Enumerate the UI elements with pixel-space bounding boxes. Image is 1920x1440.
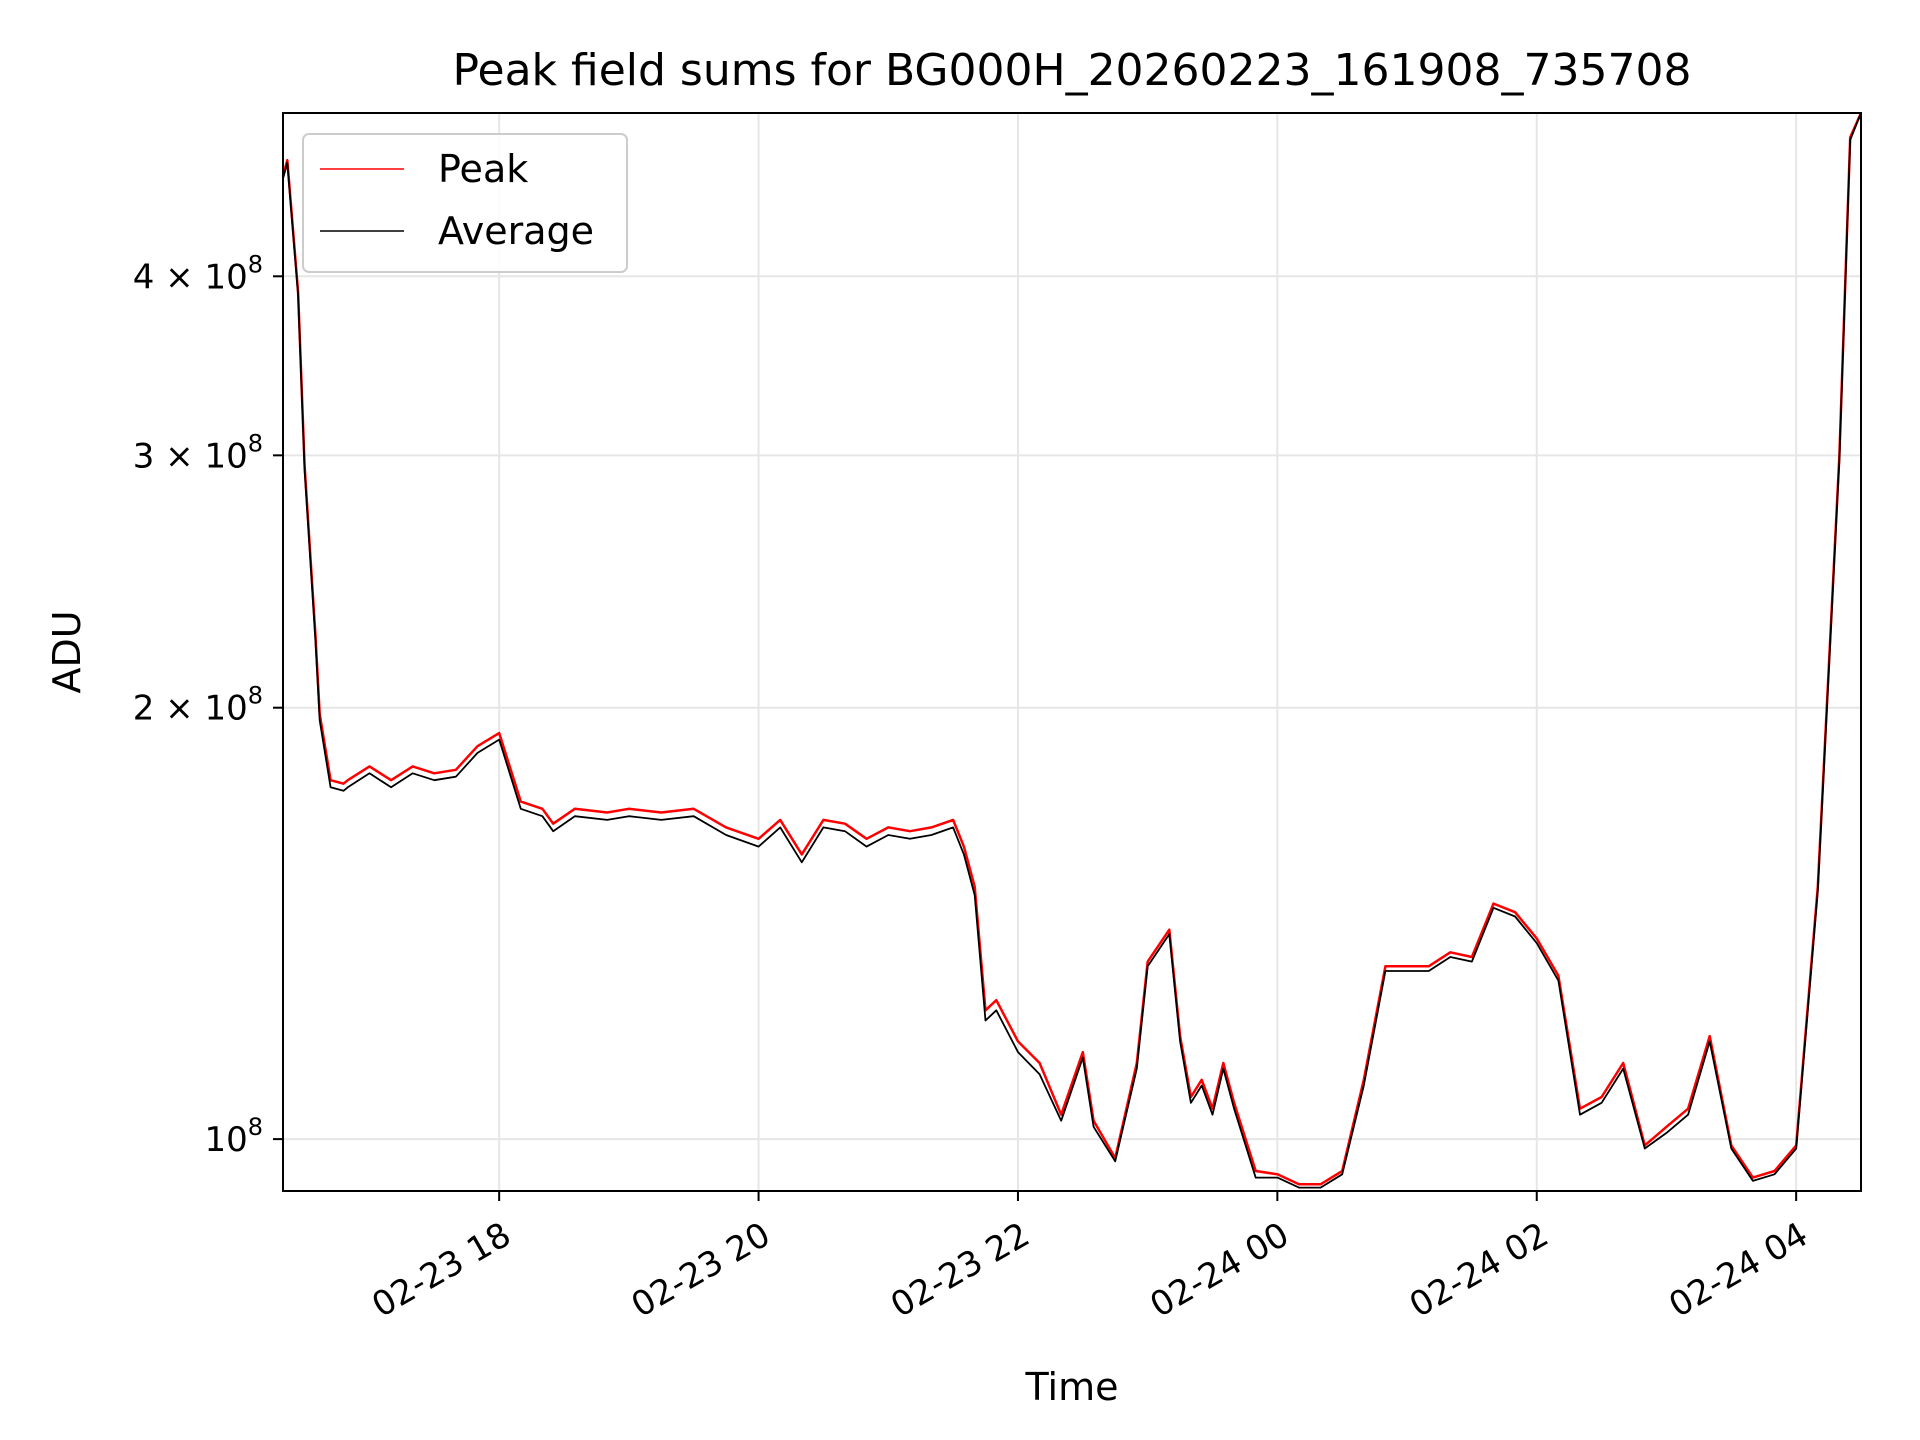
legend: Peak Average: [302, 133, 628, 273]
series-line-average: [282, 112, 1862, 1189]
x-axis-label: Time: [1025, 1365, 1119, 1409]
grid-lines: [283, 113, 1861, 1191]
y-tick-label: 2 × 108: [133, 682, 263, 729]
plot-series: [281, 112, 1863, 1189]
legend-label-peak: Peak: [438, 147, 528, 191]
y-tick-label: 3 × 108: [133, 429, 263, 476]
chart-title: Peak field sums for BG000H_20260223_1619…: [453, 45, 1692, 96]
legend-label-average: Average: [438, 209, 594, 253]
series-line-peak: [281, 112, 1863, 1186]
y-tick-label: 108: [204, 1113, 263, 1160]
y-axis-label: ADU: [45, 610, 89, 693]
y-tick-label: 4 × 108: [133, 250, 263, 297]
plot-frame: [282, 112, 1862, 1192]
